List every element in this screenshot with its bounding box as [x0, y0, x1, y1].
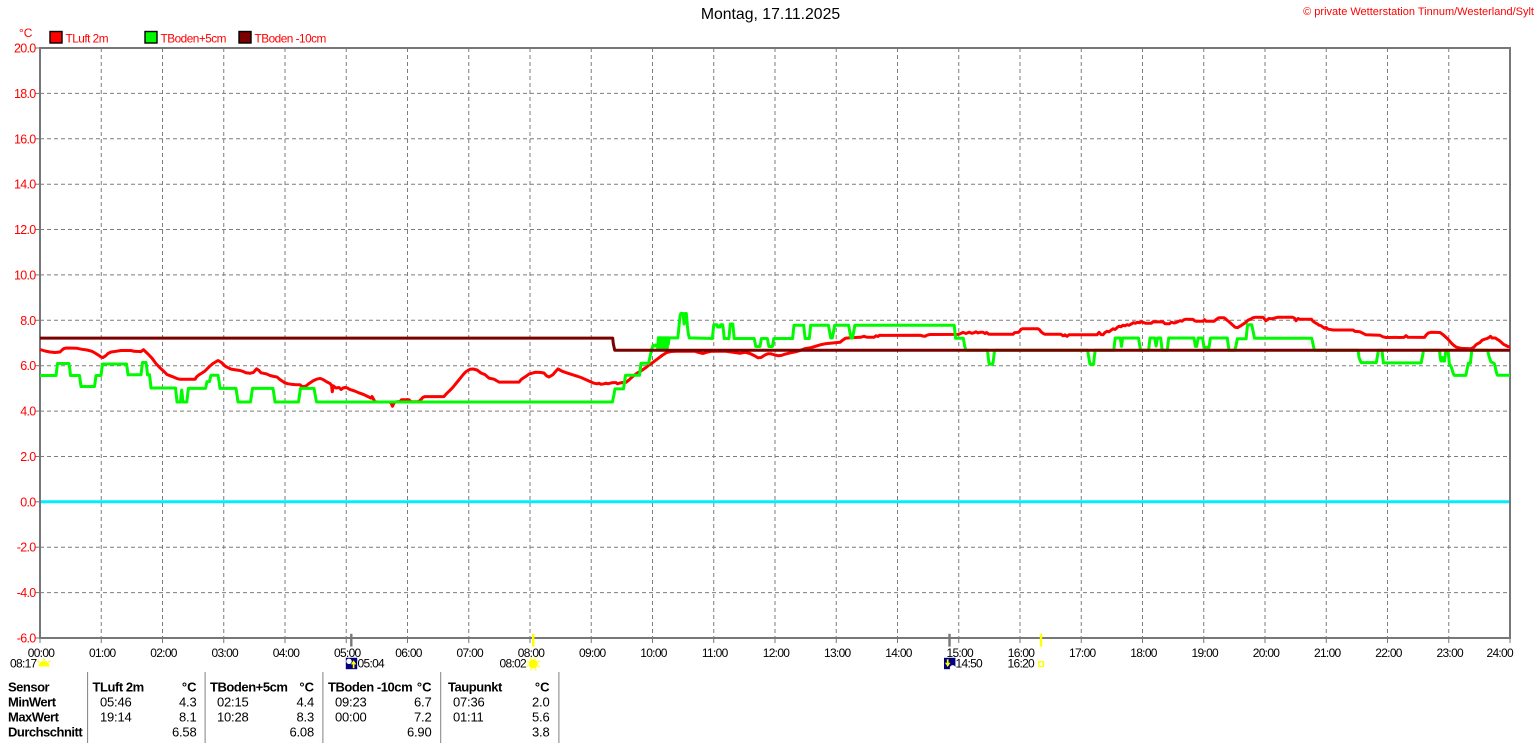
svg-text:20:00: 20:00	[1253, 646, 1281, 660]
svg-text:5.6: 5.6	[532, 710, 549, 725]
svg-text:18:00: 18:00	[1130, 646, 1158, 660]
svg-text:°C: °C	[182, 680, 197, 695]
svg-text:21:00: 21:00	[1314, 646, 1342, 660]
svg-text:04:00: 04:00	[273, 646, 301, 660]
svg-text:6.90: 6.90	[407, 725, 432, 740]
svg-text:00:00: 00:00	[335, 710, 367, 725]
svg-text:TBoden+5cm: TBoden+5cm	[210, 680, 288, 695]
svg-text:20.0: 20.0	[14, 42, 36, 56]
svg-text:MaxWert: MaxWert	[8, 710, 60, 725]
svg-text:16:00: 16:00	[1008, 646, 1036, 660]
svg-text:06:00: 06:00	[395, 646, 423, 660]
svg-text:°C: °C	[299, 680, 314, 695]
svg-text:17:00: 17:00	[1069, 646, 1097, 660]
svg-text:19:14: 19:14	[100, 710, 132, 725]
svg-text:08:02: 08:02	[500, 657, 528, 671]
svg-text:16:20: 16:20	[1008, 657, 1036, 671]
svg-text:4.3: 4.3	[179, 695, 196, 710]
svg-text:°C: °C	[19, 26, 33, 40]
svg-text:© private Wetterstation Tinnum: © private Wetterstation Tinnum/Westerlan…	[1303, 6, 1534, 18]
svg-text:TBoden+5cm: TBoden+5cm	[161, 32, 227, 46]
svg-text:10.0: 10.0	[14, 268, 36, 282]
svg-text:3.8: 3.8	[532, 725, 549, 740]
svg-text:23:00: 23:00	[1436, 646, 1464, 660]
svg-text:°C: °C	[417, 680, 432, 695]
svg-text:11:00: 11:00	[702, 646, 729, 660]
svg-text:15:00: 15:00	[946, 646, 974, 660]
svg-text:12.0: 12.0	[14, 223, 36, 237]
svg-text:-4.0: -4.0	[17, 586, 36, 600]
svg-text:02:15: 02:15	[217, 695, 249, 710]
svg-text:09:23: 09:23	[335, 695, 367, 710]
svg-text:0.0: 0.0	[20, 495, 36, 509]
svg-text:8.1: 8.1	[179, 710, 196, 725]
svg-text:TBoden -10cm: TBoden -10cm	[328, 680, 412, 695]
svg-text:8.3: 8.3	[297, 710, 314, 725]
svg-text:4.4: 4.4	[297, 695, 314, 710]
svg-text:03:00: 03:00	[211, 646, 239, 660]
svg-text:19:00: 19:00	[1191, 646, 1219, 660]
svg-text:Montag, 17.11.2025: Montag, 17.11.2025	[701, 6, 841, 23]
svg-text:8.0: 8.0	[20, 314, 36, 328]
svg-text:10:28: 10:28	[217, 710, 249, 725]
svg-text:MinWert: MinWert	[8, 695, 57, 710]
svg-text:05:46: 05:46	[100, 695, 132, 710]
svg-text:00:00: 00:00	[28, 646, 56, 660]
svg-text:08:17: 08:17	[10, 657, 38, 671]
svg-text:10:00: 10:00	[640, 646, 668, 660]
svg-text:12:00: 12:00	[763, 646, 791, 660]
svg-text:14.0: 14.0	[14, 178, 36, 192]
svg-text:07:36: 07:36	[453, 695, 485, 710]
svg-text:05:04: 05:04	[358, 657, 386, 671]
svg-text:16.0: 16.0	[14, 132, 36, 146]
svg-text:02:00: 02:00	[150, 646, 178, 660]
svg-text:4.0: 4.0	[20, 405, 36, 419]
svg-text:6.7: 6.7	[414, 695, 431, 710]
svg-text:05:00: 05:00	[334, 646, 362, 660]
svg-text:24:00: 24:00	[1486, 646, 1514, 660]
svg-text:13:00: 13:00	[824, 646, 852, 660]
svg-text:14:00: 14:00	[885, 646, 913, 660]
svg-text:07:00: 07:00	[456, 646, 484, 660]
svg-text:22:00: 22:00	[1375, 646, 1403, 660]
svg-text:°C: °C	[535, 680, 550, 695]
svg-text:2.0: 2.0	[532, 695, 549, 710]
svg-text:-2.0: -2.0	[17, 541, 36, 555]
svg-text:2.0: 2.0	[20, 450, 36, 464]
svg-text:TLuft 2m: TLuft 2m	[93, 680, 144, 695]
svg-text:09:00: 09:00	[579, 646, 607, 660]
svg-text:-6.0: -6.0	[17, 632, 36, 646]
svg-text:6.58: 6.58	[172, 725, 197, 740]
svg-text:01:00: 01:00	[89, 646, 117, 660]
svg-text:Sensor: Sensor	[8, 680, 50, 695]
svg-text:6.0: 6.0	[20, 359, 36, 373]
svg-text:TBoden -10cm: TBoden -10cm	[255, 32, 327, 46]
svg-text:01:11: 01:11	[453, 710, 484, 725]
svg-text:14:50: 14:50	[956, 657, 984, 671]
svg-text:Taupunkt: Taupunkt	[448, 680, 503, 695]
svg-text:08:00: 08:00	[518, 646, 546, 660]
svg-text:6.08: 6.08	[289, 725, 314, 740]
svg-text:7.2: 7.2	[414, 710, 431, 725]
svg-text:TLuft 2m: TLuft 2m	[66, 32, 109, 46]
svg-text:18.0: 18.0	[14, 87, 36, 101]
svg-text:Durchschnitt: Durchschnitt	[8, 725, 83, 740]
